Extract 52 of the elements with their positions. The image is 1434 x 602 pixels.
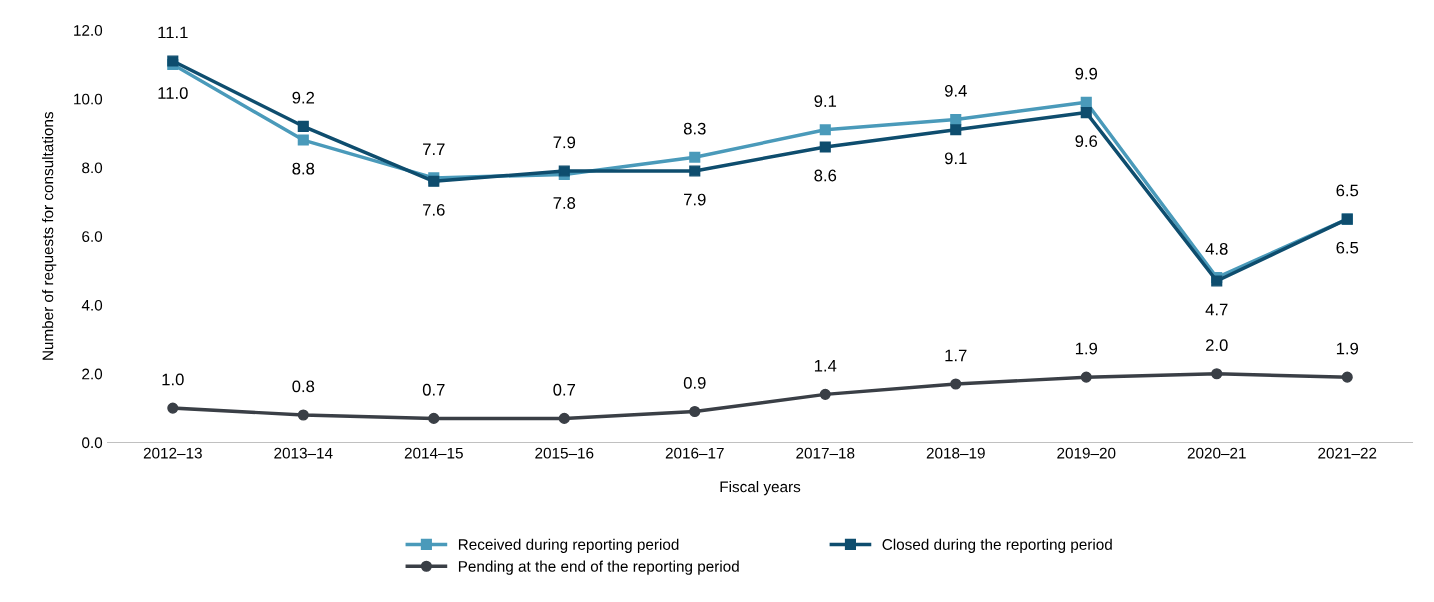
x-tick-label: 2018–19: [926, 447, 985, 459]
x-tick-label: 2014–15: [404, 447, 463, 459]
data-label: 7.6: [423, 203, 445, 216]
data-label: 6.5: [1336, 241, 1359, 254]
data-label: 9.2: [292, 91, 315, 104]
data-label: 9.1: [814, 95, 837, 108]
data-label: 11.1: [158, 26, 188, 39]
data-label: 1.7: [945, 349, 967, 362]
data-label: 1.9: [1075, 342, 1098, 355]
data-label: 7.9: [553, 136, 576, 149]
data-label: 9.1: [944, 152, 967, 165]
data-label: 0.9: [683, 377, 706, 389]
data-label: 9.4: [944, 84, 967, 97]
data-label: 7.9: [684, 193, 706, 206]
legend-label: Pending at the end of the reporting period: [458, 560, 739, 575]
y-tick-label: 4.0: [81, 299, 103, 311]
x-tick-label: 2020–21: [1187, 447, 1246, 459]
data-label: 11.0: [158, 87, 188, 99]
x-axis-title: Fiscal years: [720, 481, 801, 496]
data-label: 0.7: [553, 383, 576, 396]
y-tick-label: 0.0: [82, 437, 103, 449]
data-label: 4.7: [1205, 303, 1228, 316]
y-tick-label: 8.0: [82, 162, 103, 174]
x-tick-label: 2019–20: [1057, 447, 1116, 459]
data-label: 6.5: [1336, 184, 1359, 197]
y-tick-label: 2.0: [82, 368, 103, 380]
data-label: 1.4: [814, 359, 837, 372]
x-tick-label: 2017–18: [796, 447, 855, 459]
data-label: 8.3: [683, 122, 706, 135]
x-tick-label: 2015–16: [535, 447, 594, 459]
data-label: 7.7: [423, 143, 445, 155]
data-label: 2.0: [1206, 339, 1228, 351]
data-label: 0.8: [292, 380, 315, 393]
data-label: 8.6: [814, 169, 837, 182]
legend-label: Received during reporting period: [458, 538, 679, 553]
data-label: 1.9: [1336, 342, 1359, 355]
data-label: 7.8: [553, 197, 576, 209]
data-label: 0.7: [422, 383, 445, 396]
x-tick-label: 2016–17: [665, 447, 724, 459]
data-label: 1.0: [162, 373, 184, 386]
x-tick-label: 2021–22: [1318, 447, 1377, 459]
y-tick-label: 6.0: [82, 231, 103, 242]
x-tick-label: 2012–13: [143, 447, 202, 459]
y-tick-label: 12.0: [74, 24, 103, 36]
data-label: 4.8: [1205, 242, 1228, 255]
data-label: 8.8: [292, 162, 315, 175]
data-label: 9.6: [1075, 135, 1098, 148]
legend-label: Closed during the reporting period: [882, 538, 1112, 553]
data-label: 9.9: [1075, 67, 1098, 80]
y-tick-label: 10.0: [74, 93, 103, 105]
x-tick-label: 2013–14: [274, 447, 333, 459]
y-axis-title: Number of requests for consultations: [42, 112, 57, 360]
